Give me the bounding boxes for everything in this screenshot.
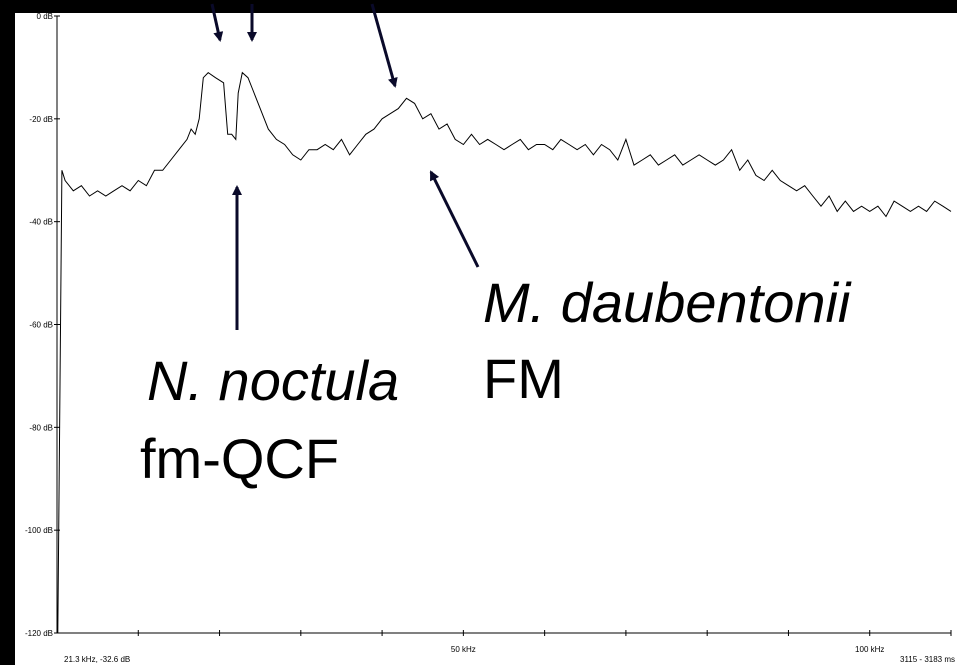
y-tick-label: -120 dB	[25, 629, 53, 638]
annotation: N. noctula	[147, 349, 399, 412]
y-tick-label: -60 dB	[29, 321, 53, 330]
y-tick-label: -40 dB	[29, 218, 53, 227]
x-tick-label: 100 kHz	[855, 645, 884, 654]
spectrum-line	[57, 71, 952, 634]
annotation: M. daubentonii	[483, 271, 852, 334]
annotation: fm-QCF	[140, 427, 339, 490]
plot-background	[15, 13, 957, 665]
x-tick-label: 50 kHz	[451, 645, 476, 654]
y-tick-label: -20 dB	[29, 115, 53, 124]
y-tick-label: -80 dB	[29, 423, 53, 432]
cursor-readout: 21.3 kHz, -32.6 dB	[64, 655, 130, 664]
y-tick-label: -100 dB	[25, 526, 53, 535]
time-range: 3115 - 3183 ms	[900, 655, 955, 664]
annotation: FM	[483, 347, 564, 410]
arrow	[210, 3, 224, 42]
arrow	[370, 3, 398, 88]
arrow	[429, 170, 480, 268]
y-tick-label: 0 dB	[37, 12, 53, 21]
arrows	[210, 3, 480, 330]
